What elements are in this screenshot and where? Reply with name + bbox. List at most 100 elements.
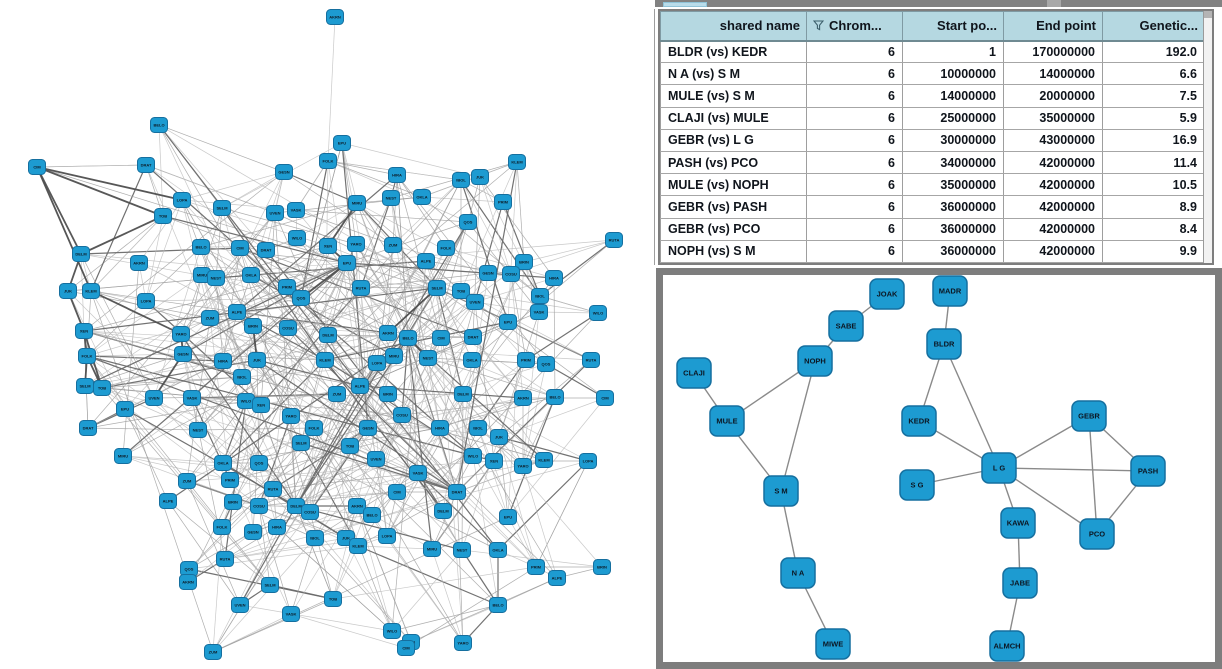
network-node[interactable]: AKRN bbox=[130, 255, 148, 271]
table-row[interactable]: MULE (vs) NOPH 6 35000000 42000000 10.5 bbox=[660, 173, 1205, 197]
network-node[interactable]: YARO bbox=[514, 458, 532, 474]
network-node[interactable]: MIRU bbox=[348, 195, 366, 211]
dense-network-panel[interactable]: AKRN BELO CIM DRAT EPU FOLK GESN HIRA IBOL JUK KLE… bbox=[0, 0, 655, 669]
network-node-pco[interactable]: PCO bbox=[1079, 518, 1115, 550]
network-node[interactable]: DELM bbox=[434, 503, 452, 519]
network-node[interactable]: LOPA bbox=[378, 528, 396, 544]
network-node[interactable]: TOB bbox=[324, 591, 342, 607]
network-node[interactable]: GESN bbox=[174, 346, 192, 362]
network-node-miwe[interactable]: MIWE bbox=[815, 628, 851, 660]
network-node[interactable]: JUK bbox=[490, 429, 508, 445]
network-node[interactable]: CIM bbox=[388, 484, 406, 500]
network-node[interactable]: IBOL bbox=[452, 172, 470, 188]
network-node[interactable]: LOPA bbox=[368, 355, 386, 371]
network-node-bldr[interactable]: BLDR bbox=[926, 328, 962, 360]
network-edge-NOPH-SM[interactable] bbox=[780, 360, 816, 492]
network-node[interactable]: QOS bbox=[250, 455, 268, 471]
network-node[interactable]: UVEN bbox=[145, 390, 163, 406]
network-node[interactable]: COSU bbox=[301, 504, 319, 520]
network-node[interactable]: FOLK bbox=[78, 348, 96, 364]
network-node[interactable]: TOB bbox=[154, 208, 172, 224]
network-node-kedr[interactable]: KEDR bbox=[901, 405, 937, 437]
network-node[interactable]: ALPE bbox=[228, 304, 246, 320]
network-node[interactable]: WILO bbox=[589, 305, 607, 321]
network-node[interactable]: LOPA bbox=[137, 293, 155, 309]
network-node[interactable]: SELM bbox=[261, 577, 279, 593]
network-node[interactable]: VASK bbox=[530, 304, 548, 320]
network-node[interactable]: AKRN bbox=[514, 390, 532, 406]
network-node[interactable]: DELM bbox=[72, 246, 90, 262]
network-node[interactable]: KLEM bbox=[82, 283, 100, 299]
network-node[interactable]: NEST bbox=[419, 350, 437, 366]
network-node[interactable]: BELO bbox=[363, 507, 381, 523]
network-node[interactable]: UVEN bbox=[466, 294, 484, 310]
network-node[interactable]: GESN bbox=[275, 164, 293, 180]
table-row[interactable]: CLAJI (vs) MULE 6 25000000 35000000 5.9 bbox=[660, 107, 1205, 130]
column-header-startpo[interactable]: Start po... bbox=[902, 11, 1004, 42]
table-row[interactable]: NOPH (vs) S M 6 36000000 42000000 9.9 bbox=[660, 240, 1205, 264]
network-node[interactable]: DRAT bbox=[448, 484, 466, 500]
network-node[interactable]: BRIN bbox=[515, 254, 533, 270]
network-node[interactable]: QOS bbox=[537, 356, 555, 372]
network-node-joak[interactable]: JOAK bbox=[869, 278, 905, 310]
network-node[interactable]: DRAT bbox=[464, 329, 482, 345]
table-row[interactable]: GEBR (vs) L G 6 30000000 43000000 16.9 bbox=[660, 129, 1205, 152]
filtered-network-inner[interactable]: JOAK MADR SABE BLDR NOPH CLAJI MULE KEDR GEBR L G… bbox=[663, 275, 1215, 662]
network-node[interactable]: DRAT bbox=[257, 242, 275, 258]
network-node[interactable]: DRAT bbox=[79, 420, 97, 436]
column-header-sharedname[interactable]: shared name bbox=[660, 11, 807, 42]
network-node[interactable]: UVEN bbox=[367, 451, 385, 467]
network-node-na[interactable]: N A bbox=[780, 557, 816, 589]
network-node[interactable]: PRIM bbox=[494, 194, 512, 210]
network-node[interactable]: RUTA bbox=[216, 551, 234, 567]
network-node[interactable]: ALPE bbox=[351, 378, 369, 394]
network-node[interactable]: EPU bbox=[338, 255, 356, 271]
network-node-jabe[interactable]: JABE bbox=[1002, 567, 1038, 599]
network-node[interactable]: OKLA bbox=[214, 455, 232, 471]
network-node-claji[interactable]: CLAJI bbox=[676, 357, 712, 389]
filtered-network-canvas[interactable]: JOAK MADR SABE BLDR NOPH CLAJI MULE KEDR GEBR L G… bbox=[663, 275, 1215, 662]
network-node[interactable]: WILO bbox=[464, 448, 482, 464]
network-node[interactable]: RUTA bbox=[582, 352, 600, 368]
network-node-kawa[interactable]: KAWA bbox=[1000, 507, 1036, 539]
network-node[interactable]: JUK bbox=[471, 169, 489, 185]
network-node[interactable]: TOB bbox=[93, 380, 111, 396]
network-node[interactable]: EPU bbox=[333, 135, 351, 151]
network-node-almch[interactable]: ALMCH bbox=[989, 630, 1025, 662]
network-node[interactable]: ZUM bbox=[204, 644, 222, 660]
network-edge-GEBR-PCO[interactable] bbox=[1088, 415, 1098, 535]
network-node[interactable]: RUTA bbox=[352, 280, 370, 296]
table-row[interactable]: GEBR (vs) PCO 6 36000000 42000000 8.4 bbox=[660, 218, 1205, 241]
column-header-endpoint[interactable]: End point bbox=[1003, 11, 1103, 42]
network-node[interactable]: IBOL bbox=[233, 369, 251, 385]
network-node[interactable]: IBOL bbox=[306, 530, 324, 546]
network-node[interactable]: XEN bbox=[319, 238, 337, 254]
network-node[interactable]: VASK bbox=[409, 465, 427, 481]
network-node[interactable]: ALPE bbox=[159, 493, 177, 509]
network-node[interactable]: HIRA bbox=[545, 270, 563, 286]
network-node[interactable]: JUK bbox=[248, 352, 266, 368]
network-node-sm[interactable]: S M bbox=[763, 475, 799, 507]
network-node[interactable]: AKRN bbox=[326, 9, 344, 25]
network-node[interactable]: DELM bbox=[319, 327, 337, 343]
network-node[interactable]: NEST bbox=[189, 422, 207, 438]
network-node[interactable]: ZUM bbox=[328, 386, 346, 402]
network-node[interactable]: TOB bbox=[341, 438, 359, 454]
network-node[interactable]: SELM bbox=[76, 378, 94, 394]
network-node[interactable]: KLEM bbox=[349, 538, 367, 554]
network-node[interactable]: COSU bbox=[393, 407, 411, 423]
network-node[interactable]: OKLA bbox=[489, 542, 507, 558]
network-node[interactable]: BELO bbox=[489, 597, 507, 613]
network-node[interactable]: PRIM bbox=[527, 559, 545, 575]
network-node[interactable]: RUTA bbox=[605, 232, 623, 248]
network-node[interactable]: CIM bbox=[231, 240, 249, 256]
network-node[interactable]: YARO bbox=[454, 635, 472, 651]
network-node-lg[interactable]: L G bbox=[981, 452, 1017, 484]
table-row[interactable]: PASH (vs) PCO 6 34000000 42000000 11.4 bbox=[660, 151, 1205, 175]
network-node[interactable]: HIRA bbox=[431, 420, 449, 436]
network-node[interactable]: KLEM bbox=[535, 452, 553, 468]
network-node[interactable]: ALPE bbox=[417, 253, 435, 269]
network-node[interactable]: KLEM bbox=[508, 154, 526, 170]
network-node[interactable]: BELO bbox=[399, 330, 417, 346]
